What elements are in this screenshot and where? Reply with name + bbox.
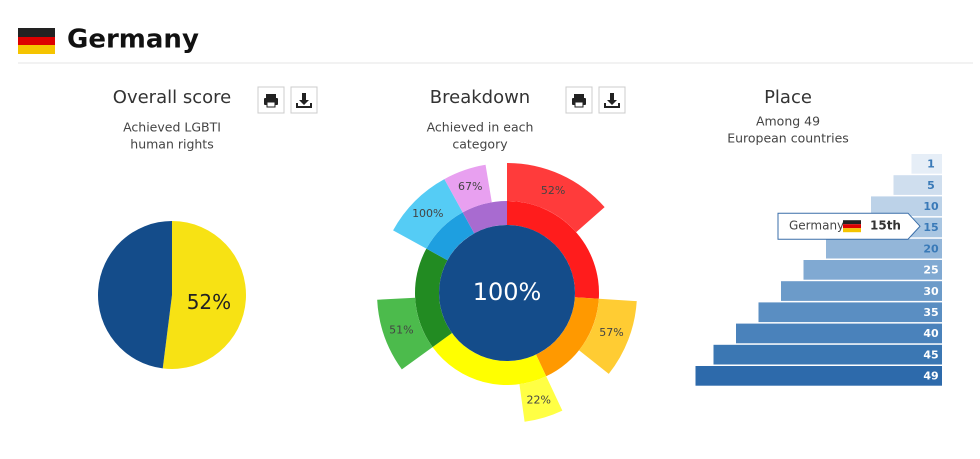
rank-bar — [871, 196, 942, 217]
callout-label: Germany — [789, 219, 844, 233]
center-circle — [439, 225, 575, 361]
rank-label: 25 — [923, 264, 938, 277]
callout-rank: 15th — [870, 219, 901, 233]
data-label: 52% — [187, 290, 231, 314]
download-button[interactable] — [598, 86, 626, 114]
chart-subtitle: European countries — [727, 131, 849, 146]
score-wedge — [444, 164, 492, 213]
score-wedge — [393, 179, 463, 249]
score-wedge — [377, 297, 433, 370]
flag — [843, 228, 861, 233]
center-label: 100% — [473, 278, 542, 306]
data-label: 67% — [458, 180, 482, 193]
icon — [299, 93, 309, 105]
data-label: 57% — [599, 326, 623, 339]
rank-label: 49 — [923, 370, 938, 383]
score-wedge — [507, 163, 605, 233]
chart-subtitle: Among 49 — [756, 114, 820, 129]
data-label: 22% — [527, 393, 551, 406]
data-label: 100% — [412, 207, 443, 220]
rank-label: 30 — [923, 285, 939, 298]
flag — [18, 28, 55, 54]
chart-subtitle: human rights — [130, 137, 213, 152]
rank-bar — [736, 323, 942, 344]
rank-bar — [893, 175, 942, 195]
rank-label: 15 — [923, 221, 938, 234]
pie-slice — [162, 221, 247, 369]
data-label: 52% — [541, 184, 565, 197]
rank-bar — [695, 366, 942, 386]
rank-bar — [713, 344, 942, 365]
rank-bar — [826, 238, 942, 259]
rank-label: 1 — [927, 158, 935, 171]
rank-label: 20 — [923, 242, 939, 255]
chart-subtitle: category — [452, 137, 508, 152]
icon — [266, 94, 276, 98]
icon — [604, 103, 620, 108]
ring-segment — [432, 332, 547, 385]
chart-title: Overall score — [113, 87, 231, 108]
chart-title: Place — [764, 87, 812, 108]
icon — [296, 103, 312, 108]
ring-segment — [426, 212, 475, 261]
icon — [266, 101, 276, 108]
pie-slice — [98, 221, 172, 369]
score-wedge — [579, 298, 637, 374]
score-wedge — [519, 376, 563, 422]
button-frame[interactable] — [290, 86, 318, 114]
download-button[interactable] — [290, 86, 318, 114]
icon — [574, 94, 584, 98]
chart-title: Breakdown — [430, 87, 530, 108]
icon — [574, 101, 584, 108]
rank-bar — [781, 281, 942, 301]
icon — [607, 93, 617, 105]
rank-label: 10 — [923, 200, 939, 213]
flag — [843, 224, 861, 229]
rank-label: 40 — [923, 327, 939, 340]
ring-segment — [462, 201, 507, 234]
ring-segment — [415, 248, 452, 348]
rank-label: 5 — [927, 179, 935, 192]
ring-segment — [507, 201, 600, 299]
chart-subtitle: Achieved in each — [427, 120, 534, 135]
rank-bar — [911, 154, 942, 174]
toolbar — [257, 86, 626, 114]
chart-subtitle: Achieved LGBTI — [123, 120, 221, 135]
flag — [843, 220, 861, 225]
rank-label: 35 — [923, 306, 938, 319]
ring-segment — [535, 297, 599, 377]
rank-label: 45 — [923, 348, 938, 361]
data-label: 51% — [389, 323, 413, 336]
page-title: Germany — [67, 25, 199, 55]
rank-bar — [758, 302, 942, 323]
rank-bar — [803, 260, 942, 280]
print-button[interactable] — [257, 86, 285, 114]
print-button[interactable] — [565, 86, 593, 114]
